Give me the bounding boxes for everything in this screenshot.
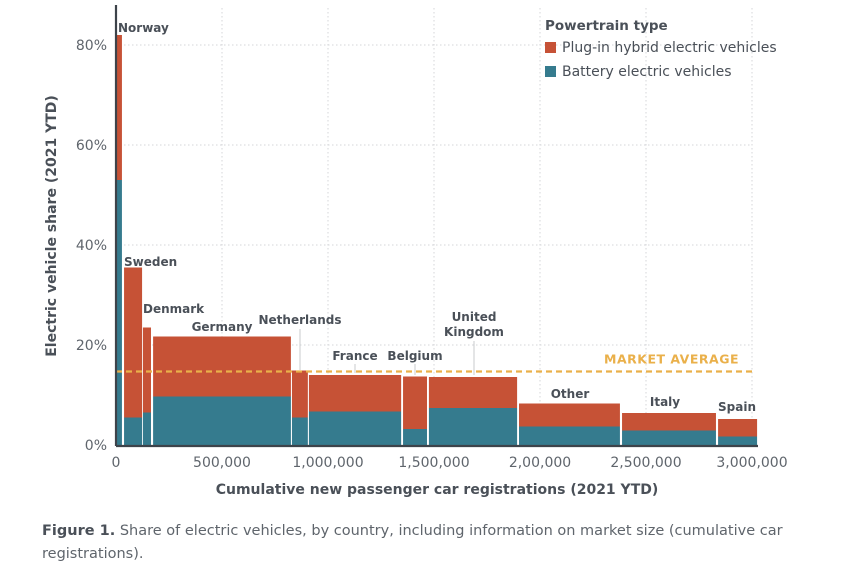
bar-segment-phev [142, 327, 151, 413]
category-label: Other [551, 387, 590, 401]
bar-segment-phev [718, 419, 758, 437]
category-label: Norway [118, 21, 169, 35]
category-label: Sweden [124, 255, 177, 269]
legend-entry-label: Plug-in hybrid electric vehicles [562, 40, 777, 56]
category-label: Spain [718, 400, 756, 414]
category-label: United [452, 310, 497, 324]
legend-swatch [545, 66, 556, 77]
bar-segment-bev [142, 412, 151, 445]
bar-segment-bev [124, 417, 143, 445]
y-tick-label: 80% [76, 38, 107, 54]
x-tick-label: 0 [112, 455, 121, 471]
bar-segment-phev [153, 336, 291, 397]
caption-label: Figure 1. [42, 523, 116, 539]
bar-segment-phev [403, 376, 428, 429]
y-axis-label: Electric vehicle share (2021 YTD) [44, 95, 60, 357]
x-tick-label: 1,000,000 [292, 455, 363, 471]
category-label: Netherlands [258, 313, 341, 327]
legend: Powertrain type Plug-in hybrid electric v… [545, 18, 777, 80]
legend-entry-label: Battery electric vehicles [562, 64, 732, 80]
bar-segment-bev [116, 180, 122, 445]
bar-united-kingdom [428, 377, 518, 445]
bar-segment-bev [718, 436, 758, 445]
x-tick-label: 2,500,000 [610, 455, 681, 471]
figure-caption: Figure 1. Share of electric vehicles, by… [42, 520, 822, 566]
x-tick-label: 500,000 [193, 455, 251, 471]
category-label: France [332, 349, 377, 363]
x-tick-label: 3,000,000 [716, 455, 787, 471]
category-label: Denmark [143, 302, 205, 316]
category-label: Belgium [387, 349, 442, 363]
bar-segment-bev [622, 430, 716, 445]
bar-segment-phev [291, 370, 308, 418]
category-labels: Norway Sweden Denmark Germany Netherlands Fra… [118, 21, 756, 414]
bar-segment-bev [291, 417, 308, 445]
bar-segment-phev [124, 267, 143, 418]
bar-segment-bev [308, 411, 402, 445]
bar-segment-phev [116, 35, 122, 180]
y-tick-label: 20% [76, 338, 107, 354]
bar-netherlands [291, 370, 308, 445]
caption-text: Share of electric vehicles, by country, … [42, 523, 783, 562]
bar-norway [116, 35, 122, 445]
x-tick-label: 1,500,000 [398, 455, 469, 471]
legend-swatch [545, 42, 556, 53]
bar-france [308, 375, 402, 445]
bar-other [519, 403, 620, 445]
market-average: MARKET AVERAGE [116, 352, 756, 373]
bar-segment-phev [519, 403, 620, 427]
bar-italy [622, 413, 716, 445]
ev-share-chart: MARKET AVERAGE Norway Sweden Denmark German… [44, 5, 788, 498]
bar-segment-phev [428, 377, 518, 408]
bar-segment-phev [308, 375, 402, 412]
bar-segment-phev [622, 413, 716, 431]
x-axis-label: Cumulative new passenger car registratio… [216, 482, 659, 498]
y-tick-label: 0% [85, 438, 107, 454]
bar-segment-bev [428, 408, 518, 445]
bar-germany [153, 336, 291, 445]
bar-segment-bev [519, 426, 620, 445]
category-label: Kingdom [444, 325, 504, 339]
y-tick-label: 60% [76, 138, 107, 154]
category-label: Germany [192, 320, 253, 334]
y-tick-label: 40% [76, 238, 107, 254]
axes: 0% 20% 40% 60% 80% 0 500,000 1,000,000 1,500,000… [76, 5, 788, 471]
market-average-label: MARKET AVERAGE [604, 352, 739, 367]
bars [116, 35, 758, 445]
bar-sweden [124, 267, 143, 445]
bar-segment-bev [153, 396, 291, 445]
bar-segment-bev [403, 429, 428, 445]
bar-denmark [142, 327, 151, 445]
category-label: Italy [650, 395, 680, 409]
legend-title: Powertrain type [545, 18, 668, 34]
bar-belgium [403, 376, 428, 445]
x-tick-label: 2,00,000 [509, 455, 571, 471]
bar-spain [718, 419, 758, 445]
